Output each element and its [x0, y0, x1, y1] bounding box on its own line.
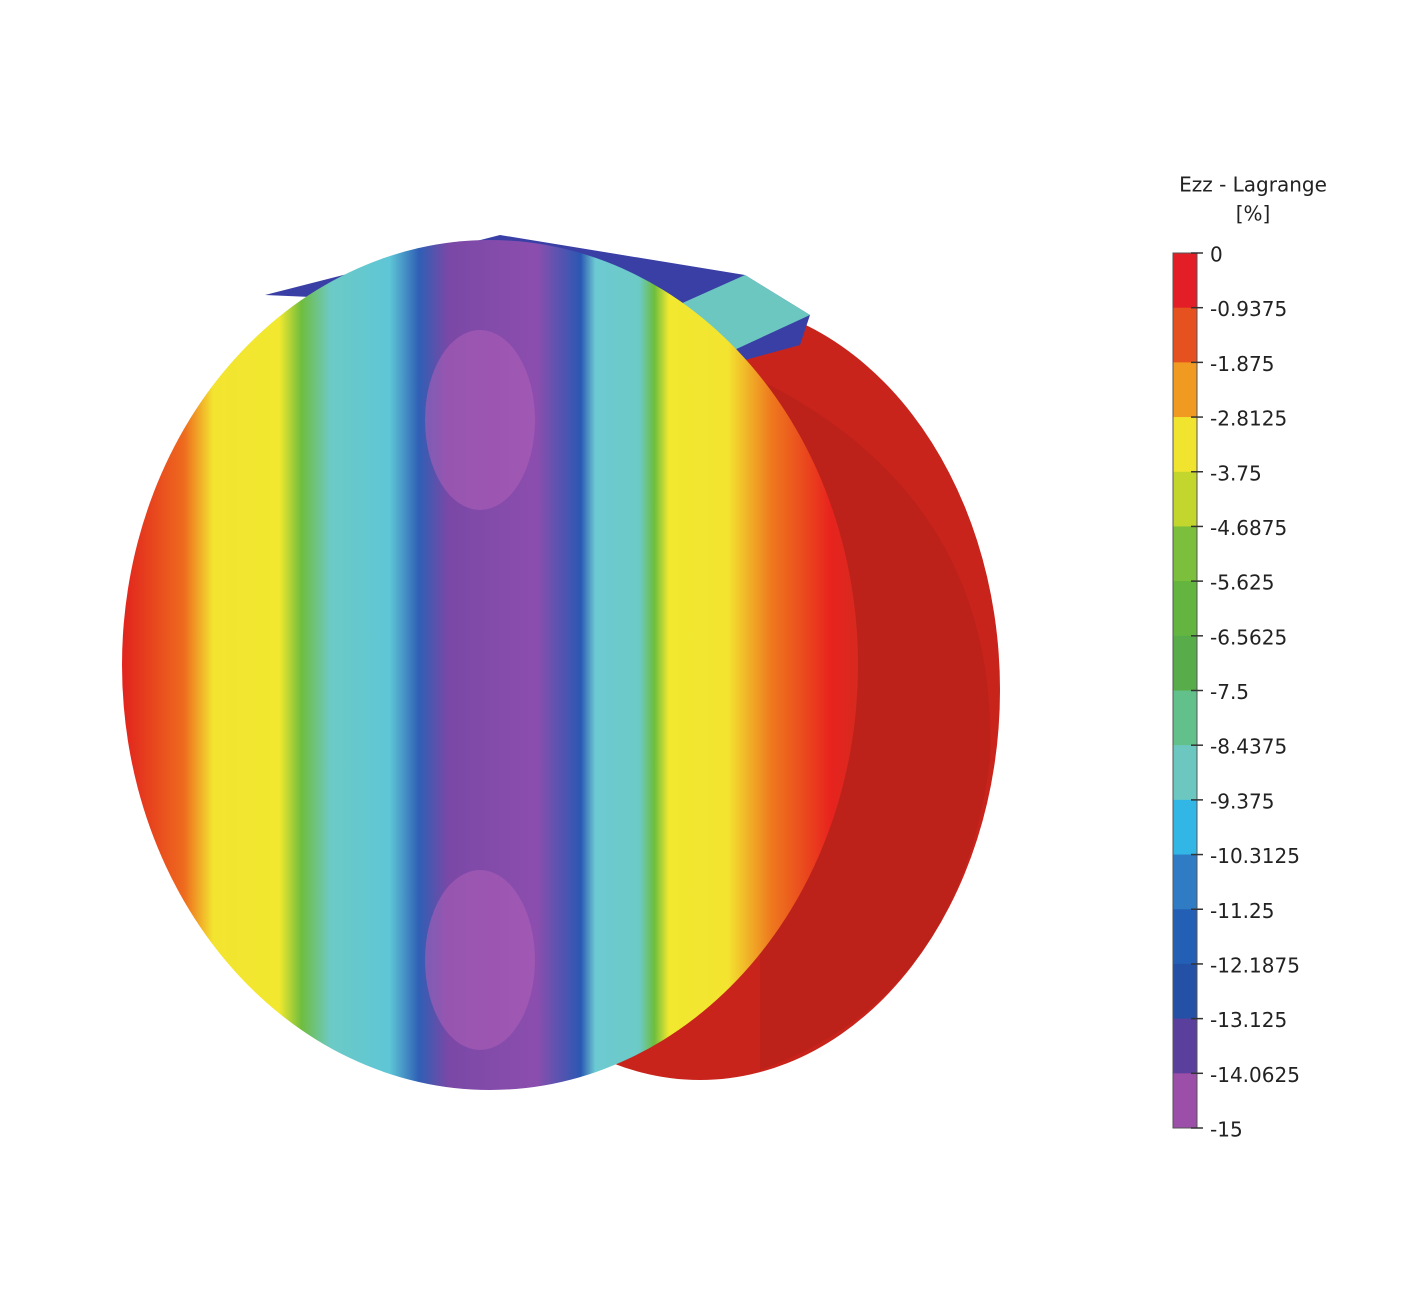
specimen	[122, 235, 1000, 1090]
colorbar-segment	[1173, 854, 1197, 910]
colorbar-title: Ezz - Lagrange	[1179, 173, 1327, 197]
colorbar-segment	[1173, 635, 1197, 691]
colorbar-segment	[1173, 909, 1197, 965]
colorbar-segment	[1173, 526, 1197, 582]
colorbar-segment	[1173, 799, 1197, 856]
colorbar-tick-label: -15	[1210, 1118, 1243, 1142]
colorbar-segment	[1173, 745, 1197, 801]
colorbar-segment	[1173, 362, 1197, 418]
colorbar-segment	[1173, 1018, 1197, 1074]
colorbar-tick-label: -13.125	[1210, 1008, 1287, 1032]
colorbar-tick-label: -10.3125	[1210, 844, 1300, 868]
colorbar-tick-label: -6.5625	[1210, 625, 1287, 649]
colorbar-tick-label: 0	[1210, 243, 1223, 267]
colorbar-tick-label: -0.9375	[1210, 297, 1287, 321]
colorbar-segment	[1173, 417, 1197, 473]
colorbar-segment	[1173, 471, 1197, 527]
colorbar-unit: [%]	[1236, 202, 1271, 226]
colorbar-segment	[1173, 690, 1197, 746]
colorbar-segment	[1173, 1073, 1197, 1129]
colorbar-tick-label: -12.1875	[1210, 953, 1300, 977]
colorbar-tick-label: -2.8125	[1210, 407, 1287, 431]
colorbar-segment	[1173, 581, 1197, 637]
colorbar-tick-label: -11.25	[1210, 899, 1274, 923]
specimen-highlight	[425, 870, 535, 1050]
specimen-highlight	[425, 330, 535, 510]
colorbar-tick-label: -4.6875	[1210, 516, 1287, 540]
colorbar-tick-label: -9.375	[1210, 789, 1274, 813]
colorbar-tick-label: -7.5	[1210, 680, 1249, 704]
colorbar: Ezz - Lagrange [%] 0 -0.9375 -1.875 -2.8125…	[1172, 173, 1327, 1142]
colorbar-tick-label: -1.875	[1210, 352, 1274, 376]
colorbar-tick-label: -14.0625	[1210, 1063, 1300, 1087]
colorbar-segment	[1173, 307, 1197, 363]
colorbar-tick-label: -5.625	[1210, 571, 1274, 595]
colorbar-segment	[1173, 253, 1197, 309]
colorbar-tick-label: -8.4375	[1210, 735, 1287, 759]
colorbar-segment	[1173, 963, 1197, 1020]
colorbar-tick-label: -3.75	[1210, 461, 1262, 485]
